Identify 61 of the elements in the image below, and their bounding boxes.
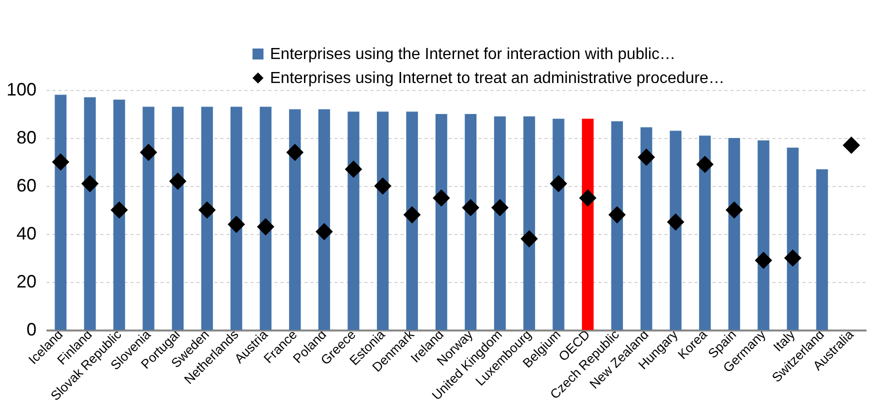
point [550, 174, 568, 192]
point [696, 156, 714, 174]
bar [318, 109, 330, 330]
bar [494, 116, 506, 330]
bar [113, 100, 126, 330]
point [403, 206, 421, 224]
bar [670, 130, 682, 330]
bar [201, 106, 213, 330]
point [666, 213, 684, 231]
point [726, 201, 743, 219]
point [316, 222, 333, 240]
point [491, 198, 509, 216]
bar [260, 106, 272, 330]
bar [348, 112, 360, 330]
point [784, 249, 802, 267]
bar [728, 138, 740, 330]
y-tick-label: 80 [16, 128, 36, 148]
bar [640, 127, 652, 330]
point [432, 189, 450, 207]
point [52, 153, 70, 171]
point [344, 160, 362, 178]
point [374, 177, 392, 195]
bar [406, 112, 418, 330]
y-tick-label: 20 [16, 272, 36, 292]
point [638, 148, 656, 166]
point [110, 201, 128, 219]
point [256, 218, 274, 236]
point [169, 172, 186, 190]
bar [289, 109, 301, 330]
bar [376, 112, 389, 330]
point [579, 189, 596, 207]
bar [172, 106, 184, 330]
bar [464, 114, 476, 330]
legend-label: Enterprises using the Internet for interaction with public… [270, 46, 676, 63]
bar [758, 140, 770, 330]
point [842, 136, 860, 154]
point [81, 174, 99, 192]
bar [230, 106, 242, 330]
y-tick-label: 40 [16, 224, 36, 244]
point [198, 201, 216, 219]
y-tick-label: 100 [6, 80, 36, 100]
bar [84, 97, 96, 330]
point [286, 144, 304, 162]
point [462, 198, 480, 216]
point [754, 252, 772, 270]
point [520, 230, 538, 248]
bar [436, 114, 448, 330]
legend-label: Enterprises using Internet to treat an administrative procedure… [270, 70, 724, 87]
bar [611, 121, 623, 330]
bar [699, 136, 711, 330]
bar [552, 118, 564, 330]
point [228, 216, 246, 234]
bar [142, 106, 154, 330]
bar [582, 118, 594, 330]
point [608, 206, 626, 224]
bar [786, 148, 799, 330]
y-tick-label: 60 [16, 176, 36, 196]
bar [54, 94, 66, 330]
point [140, 144, 158, 162]
bar [523, 116, 536, 330]
bar [816, 169, 828, 330]
